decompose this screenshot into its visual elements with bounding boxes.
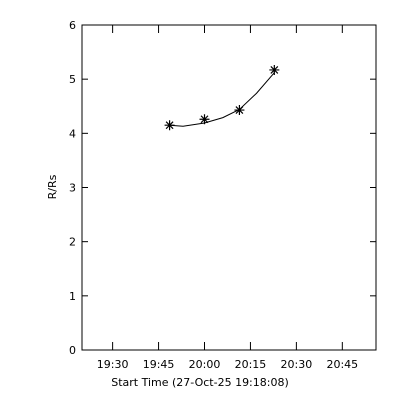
data-point [269, 64, 280, 75]
x-tick-label: 19:30 [97, 358, 129, 371]
y-tick-label: 6 [69, 19, 76, 32]
x-tick-label: 20:15 [235, 358, 267, 371]
x-tick-label: 20:45 [326, 358, 358, 371]
y-tick-label: 5 [69, 73, 76, 86]
y-tick-label: 2 [69, 236, 76, 249]
x-tick-label: 20:30 [281, 358, 313, 371]
y-tick-label: 4 [69, 127, 76, 140]
y-tick-label: 1 [69, 290, 76, 303]
plot-frame [81, 24, 377, 351]
y-tick-label: 3 [69, 182, 76, 195]
y-axis-label: R/Rs [46, 174, 59, 199]
fit-curve [169, 72, 275, 127]
y-tick-label: 0 [69, 344, 76, 357]
x-axis-label: Start Time (27-Oct-25 19:18:08) [111, 376, 289, 389]
x-tick-label: 20:00 [189, 358, 221, 371]
x-tick-label: 19:45 [143, 358, 175, 371]
data-point [164, 120, 175, 131]
data-point [199, 114, 210, 125]
